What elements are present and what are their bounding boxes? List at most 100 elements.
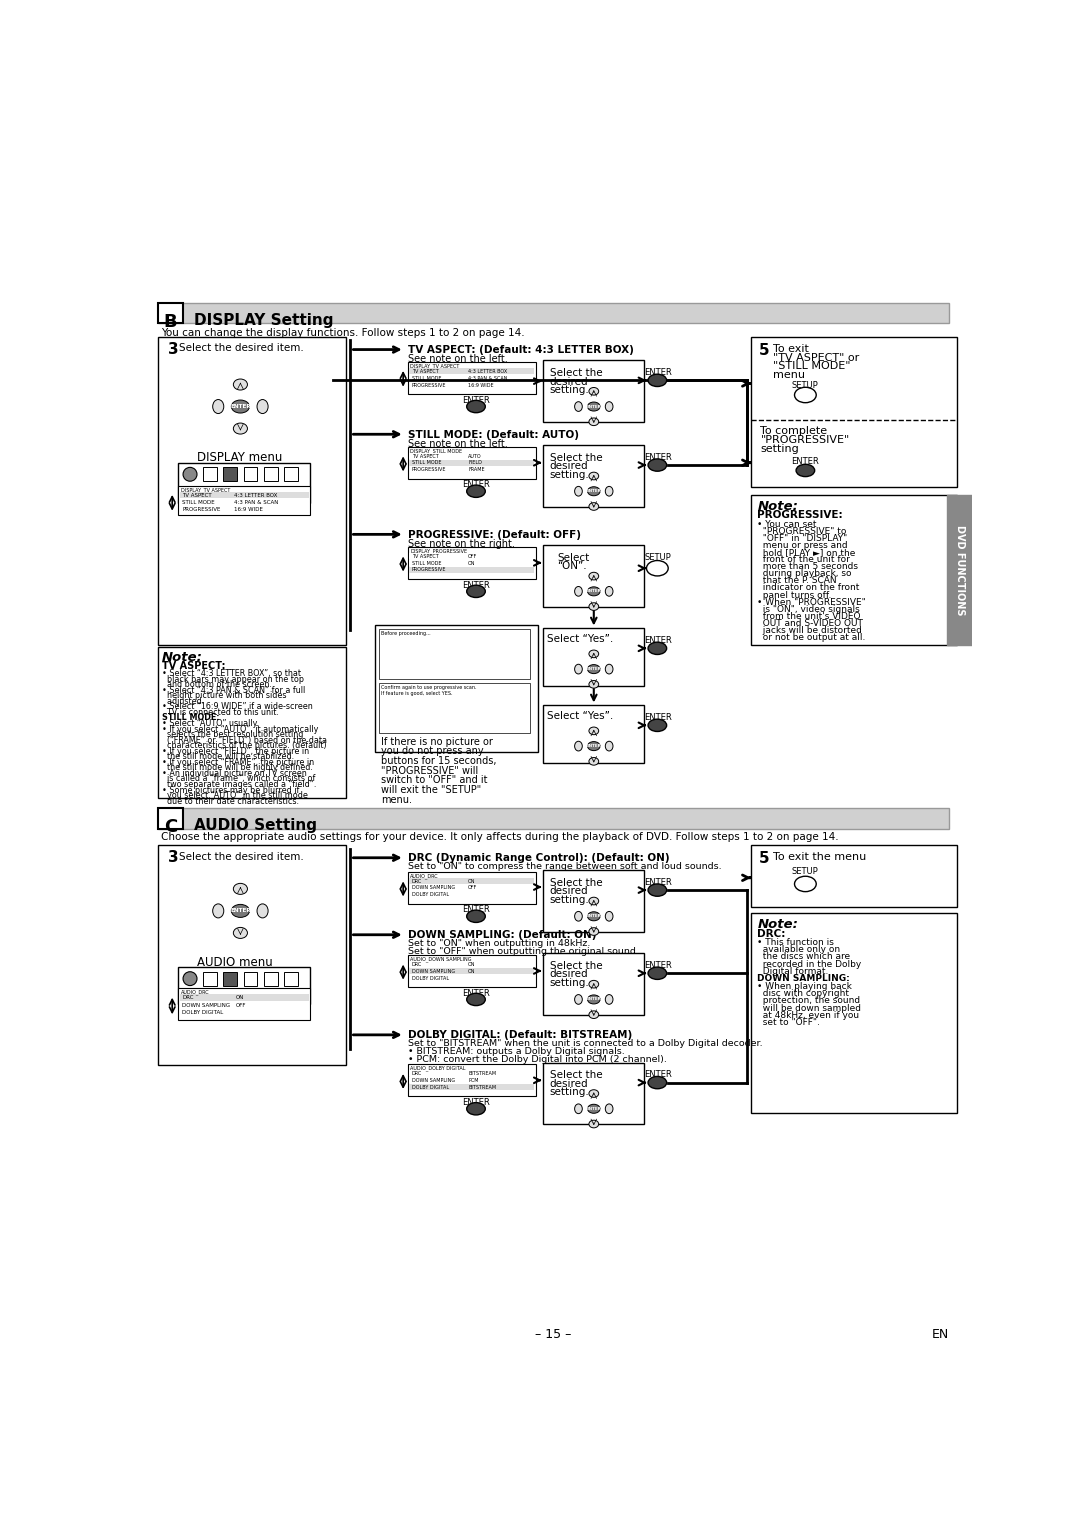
Ellipse shape (467, 1102, 485, 1115)
Bar (751, 495, 957, 646)
Text: setting.: setting. (550, 385, 590, 395)
Text: ENTER: ENTER (586, 405, 602, 409)
Bar (409, 1084, 535, 1090)
Text: characteristics of the pictures. (default): characteristics of the pictures. (defaul… (162, 741, 327, 750)
Ellipse shape (589, 928, 598, 936)
Text: Select the: Select the (550, 452, 603, 463)
Bar (543, 1063, 644, 1124)
Text: PROGRESSIVE: PROGRESSIVE (411, 467, 446, 472)
Bar (408, 954, 536, 986)
Text: If feature is good, select YES.: If feature is good, select YES. (381, 692, 453, 696)
Text: • If you select “FIELD”, the picture in: • If you select “FIELD”, the picture in (162, 747, 309, 756)
Text: ENTER: ENTER (644, 1070, 672, 1080)
Ellipse shape (589, 1121, 598, 1128)
Text: DOWN SAMPLING: DOWN SAMPLING (411, 1078, 455, 1083)
Text: 4:3 LETTER BOX: 4:3 LETTER BOX (469, 370, 508, 374)
Circle shape (183, 467, 197, 481)
Text: AUDIO_DOWN SAMPLING: AUDIO_DOWN SAMPLING (410, 956, 472, 962)
Bar (409, 460, 535, 466)
Text: recorded in the Dolby: recorded in the Dolby (757, 960, 862, 968)
Text: C: C (164, 818, 177, 837)
Text: ENTER: ENTER (462, 580, 490, 589)
Text: PROGRESSIVE: (Default: OFF): PROGRESSIVE: (Default: OFF) (408, 530, 581, 539)
Text: STILL MODE:: STILL MODE: (162, 713, 219, 722)
Ellipse shape (233, 379, 247, 389)
Circle shape (183, 971, 197, 985)
Ellipse shape (588, 487, 600, 496)
Text: "PROGRESSIVE" will: "PROGRESSIVE" will (381, 765, 478, 776)
Ellipse shape (467, 486, 485, 498)
Text: "PROGRESSIVE": "PROGRESSIVE" (760, 435, 850, 444)
Text: desired: desired (550, 970, 589, 979)
Text: ON: ON (469, 878, 476, 884)
Ellipse shape (589, 898, 598, 906)
Bar (243, 971, 257, 985)
Text: AUDIO menu: AUDIO menu (197, 956, 273, 968)
Text: AUDIO_DRC: AUDIO_DRC (410, 873, 438, 880)
Ellipse shape (605, 586, 613, 596)
Text: • Some pictures may be blurred if: • Some pictures may be blurred if (162, 785, 299, 794)
Text: ENTER: ENTER (230, 405, 251, 409)
Text: DOWN SAMPLING: DOWN SAMPLING (183, 1003, 230, 1008)
Ellipse shape (231, 904, 249, 918)
Text: AUDIO Setting: AUDIO Setting (194, 818, 316, 834)
Text: DISPLAY_PROGRESSIVE: DISPLAY_PROGRESSIVE (410, 548, 468, 554)
Text: desired: desired (550, 377, 589, 386)
Text: TV ASPECT:: TV ASPECT: (162, 661, 226, 670)
Ellipse shape (795, 876, 816, 892)
Text: DOLBY DIGITAL: DOLBY DIGITAL (411, 892, 449, 898)
Text: ENTER: ENTER (586, 489, 602, 493)
Ellipse shape (589, 388, 598, 395)
Bar (409, 960, 535, 967)
Bar (284, 467, 298, 481)
Ellipse shape (575, 487, 582, 496)
Text: • Select “16:9 WIDE” if a wide-screen: • Select “16:9 WIDE” if a wide-screen (162, 702, 313, 712)
Ellipse shape (233, 883, 247, 895)
Ellipse shape (605, 994, 613, 1005)
Text: TV ASPECT: (Default: 4:3 LETTER BOX): TV ASPECT: (Default: 4:3 LETTER BOX) (408, 345, 634, 354)
Text: ENTER: ENTER (586, 997, 602, 1002)
Bar (947, 495, 972, 646)
Ellipse shape (588, 742, 600, 751)
Text: Confirm again to use progressive scan.: Confirm again to use progressive scan. (381, 684, 477, 690)
Bar (408, 547, 536, 579)
Text: DOLBY DIGITAL: (Default: BITSTREAM): DOLBY DIGITAL: (Default: BITSTREAM) (408, 1031, 632, 1040)
Ellipse shape (605, 912, 613, 921)
Text: PROGRESSIVE: PROGRESSIVE (411, 568, 446, 573)
Text: 3: 3 (167, 851, 178, 866)
Text: ENTER: ENTER (462, 1098, 490, 1107)
Bar (409, 560, 535, 567)
Bar (409, 1070, 535, 1077)
Text: setting.: setting. (550, 1087, 590, 1098)
Text: due to their date characteristics.: due to their date characteristics. (162, 797, 299, 806)
Text: DRC: DRC (411, 878, 422, 884)
Ellipse shape (605, 487, 613, 496)
Text: STILL MODE: STILL MODE (411, 560, 441, 565)
Text: "OFF" in "DISPLAY": "OFF" in "DISPLAY" (757, 534, 848, 544)
Bar (264, 467, 278, 481)
Ellipse shape (605, 664, 613, 673)
Text: 16:9 WIDE: 16:9 WIDE (234, 507, 264, 512)
Text: is called a “frame”, which consists of: is called a “frame”, which consists of (162, 774, 315, 783)
Text: PROGRESSIVE: PROGRESSIVE (411, 383, 446, 388)
Bar (284, 971, 298, 985)
Bar (243, 467, 257, 481)
Bar (408, 446, 536, 479)
Bar (751, 846, 957, 907)
Bar (543, 360, 644, 421)
Text: "PROGRESSIVE" to: "PROGRESSIVE" to (757, 527, 847, 536)
Text: If there is no picture or: If there is no picture or (381, 738, 494, 747)
Text: • BITSTREAM: outputs a Dolby Digital signals.: • BITSTREAM: outputs a Dolby Digital sig… (408, 1048, 624, 1057)
Text: DOWN SAMPLING:: DOWN SAMPLING: (757, 974, 850, 983)
Text: "TV ASPECT" or: "TV ASPECT" or (773, 353, 859, 362)
Text: ENTER: ENTER (644, 713, 672, 722)
Text: AUDIO_DRC: AUDIO_DRC (180, 989, 210, 996)
Bar (203, 467, 217, 481)
Text: the still mode will be stabilized.: the still mode will be stabilized. (162, 753, 294, 762)
Text: ON: ON (469, 962, 476, 967)
Text: “ON”.: “ON”. (557, 562, 588, 571)
Ellipse shape (213, 904, 224, 918)
Ellipse shape (648, 374, 666, 386)
Text: will be down sampled: will be down sampled (757, 1003, 862, 1012)
Text: the discs which are: the discs which are (757, 953, 850, 962)
